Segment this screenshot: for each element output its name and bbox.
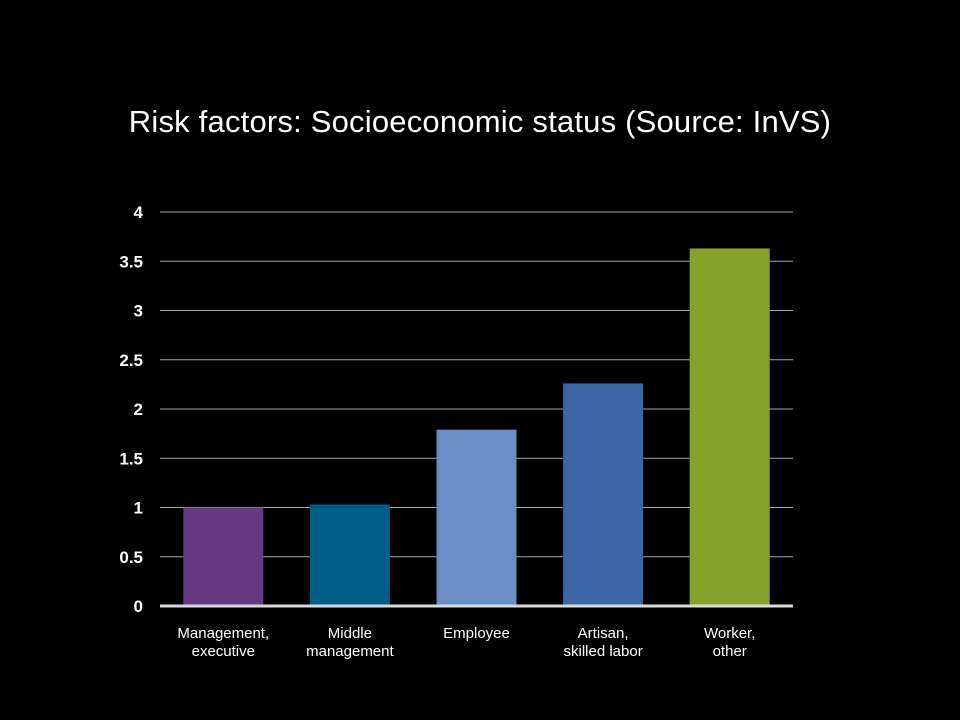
y-tick-label: 1.5 [119, 449, 143, 468]
y-tick-label: 3.5 [119, 252, 143, 271]
x-tick-label: Artisan, skilled labor [563, 625, 642, 660]
bar [689, 248, 770, 606]
bar [309, 504, 390, 606]
y-tick-label: 1 [134, 499, 143, 518]
y-axis-ticks: 0 0.5 1 1.5 2 2.5 3 3.5 4 [119, 203, 143, 616]
y-tick-label: 0.5 [119, 548, 143, 567]
x-tick-label: Middle management [306, 625, 394, 660]
y-tick-label: 3 [134, 302, 143, 321]
y-tick-label: 2.5 [119, 351, 143, 370]
bar [436, 429, 517, 606]
bar [183, 507, 264, 606]
y-tick-label: 4 [134, 203, 144, 222]
bar [563, 383, 644, 606]
y-tick-label: 0 [134, 597, 143, 616]
y-tick-label: 2 [134, 400, 143, 419]
chart-title: Risk factors: Socioeconomic status (Sour… [128, 104, 832, 139]
x-tick-label: Employee [443, 625, 510, 642]
x-axis-ticks: Management, executive Middle management Empl… [177, 625, 755, 660]
bars [183, 248, 770, 606]
x-tick-label: Management, executive [177, 625, 269, 660]
x-tick-label: Worker, other [704, 625, 755, 660]
